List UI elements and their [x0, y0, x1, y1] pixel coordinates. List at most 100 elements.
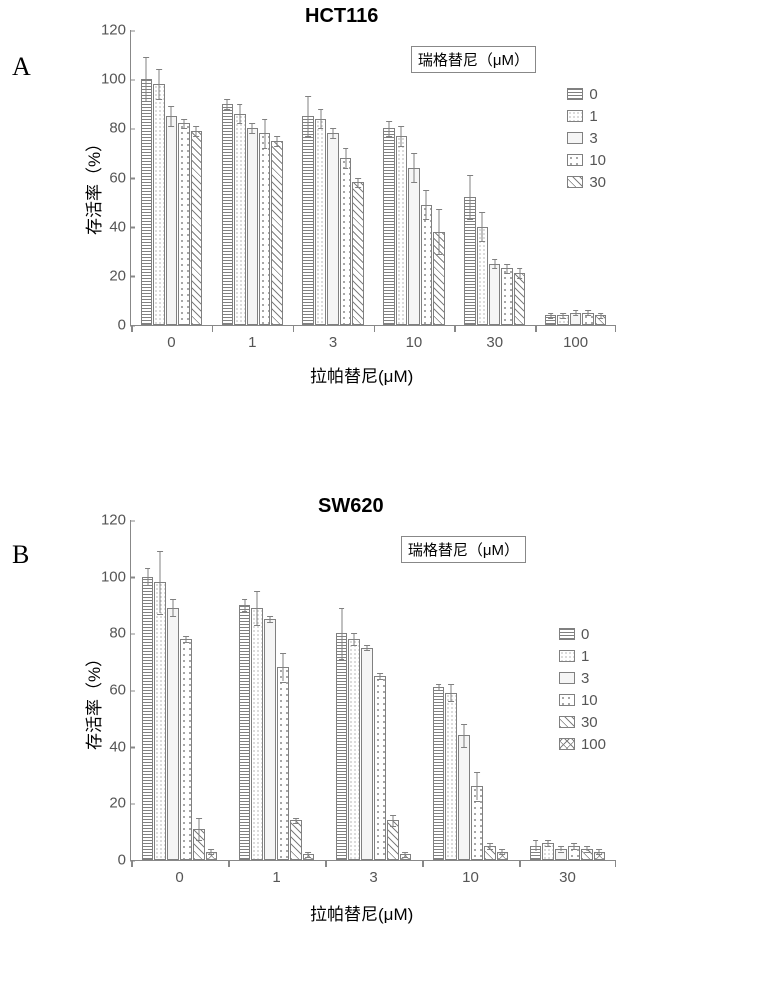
error-cap [517, 268, 523, 269]
error-cap [461, 747, 467, 748]
legend-swatch [567, 132, 583, 144]
error-bar [173, 599, 174, 616]
legend-label: 100 [581, 736, 606, 753]
error-cap [145, 585, 151, 586]
error-cap [598, 313, 604, 314]
error-cap [386, 121, 392, 122]
error-cap [585, 315, 591, 316]
x-tick [131, 325, 133, 332]
legend-item: 30 [567, 174, 606, 190]
x-tick-label: 3 [329, 334, 337, 351]
error-cap [156, 69, 162, 70]
bar [361, 648, 373, 861]
bar [445, 693, 457, 860]
error-cap [448, 701, 454, 702]
error-bar [519, 268, 520, 278]
chart-area: 0204060801001200131030100瑞格替尼（μM）0131030 [130, 30, 616, 326]
bar [421, 205, 432, 325]
error-cap [573, 310, 579, 311]
error-cap [274, 146, 280, 147]
bar [264, 619, 276, 860]
error-cap [436, 684, 442, 685]
bar [142, 577, 154, 860]
error-bar [333, 128, 334, 138]
error-bar [198, 818, 199, 841]
bar [191, 131, 202, 325]
error-bar [146, 57, 147, 101]
bar [374, 676, 386, 860]
bar [167, 608, 179, 860]
bar [166, 116, 177, 325]
y-tick-label: 80 [96, 625, 126, 642]
bar [251, 608, 263, 860]
bar [340, 158, 351, 325]
error-bar [401, 126, 402, 146]
error-cap [585, 310, 591, 311]
error-cap [448, 684, 454, 685]
error-cap [194, 126, 200, 127]
panel-label: A [12, 52, 31, 82]
error-cap [424, 219, 430, 220]
legend-label: 10 [581, 692, 598, 709]
error-bar [341, 608, 342, 659]
error-cap [351, 633, 357, 634]
error-cap [262, 119, 268, 120]
error-cap [548, 313, 554, 314]
error-cap [237, 123, 243, 124]
error-cap [330, 128, 336, 129]
error-cap [411, 153, 417, 154]
x-tick-label: 1 [272, 869, 280, 886]
error-cap [597, 854, 603, 855]
legend-item: 100 [559, 736, 606, 752]
legend-item: 30 [559, 714, 606, 730]
error-cap [548, 318, 554, 319]
chart-title: HCT116 [305, 5, 378, 28]
bar [271, 141, 282, 325]
y-axis-label: 存活率（%） [80, 135, 105, 235]
error-bar [308, 96, 309, 135]
legend-swatch [567, 88, 583, 100]
x-tick [422, 860, 424, 867]
error-cap [517, 278, 523, 279]
error-cap [293, 818, 299, 819]
error-cap [145, 568, 151, 569]
error-cap [262, 148, 268, 149]
error-cap [355, 178, 361, 179]
error-cap [504, 264, 510, 265]
error-bar [535, 840, 536, 851]
legend-label: 3 [581, 670, 589, 687]
x-tick [325, 860, 327, 867]
error-cap [558, 852, 564, 853]
error-bar [413, 153, 414, 183]
error-cap [156, 99, 162, 100]
error-cap [249, 123, 255, 124]
legend-label: 0 [581, 626, 589, 643]
error-cap [183, 636, 189, 637]
legend-item: 3 [559, 670, 606, 686]
legend-item: 10 [567, 152, 606, 168]
error-cap [280, 653, 286, 654]
error-cap [181, 119, 187, 120]
error-bar [277, 136, 278, 146]
bar [222, 104, 233, 325]
error-cap [267, 622, 273, 623]
error-cap [504, 273, 510, 274]
error-bar [282, 653, 283, 681]
x-tick-label: 0 [167, 334, 175, 351]
error-cap [479, 241, 485, 242]
error-bar [476, 772, 477, 800]
error-cap [196, 818, 202, 819]
error-bar [257, 591, 258, 625]
bar [234, 114, 245, 325]
legend-swatch [567, 110, 583, 122]
error-bar [469, 175, 470, 219]
error-cap [474, 772, 480, 773]
error-cap [254, 625, 260, 626]
legend-swatch [559, 628, 575, 640]
error-cap [306, 857, 312, 858]
legend-item: 0 [559, 626, 606, 642]
legend-item: 1 [567, 108, 606, 124]
error-cap [170, 616, 176, 617]
error-bar [239, 104, 240, 124]
error-cap [545, 846, 551, 847]
